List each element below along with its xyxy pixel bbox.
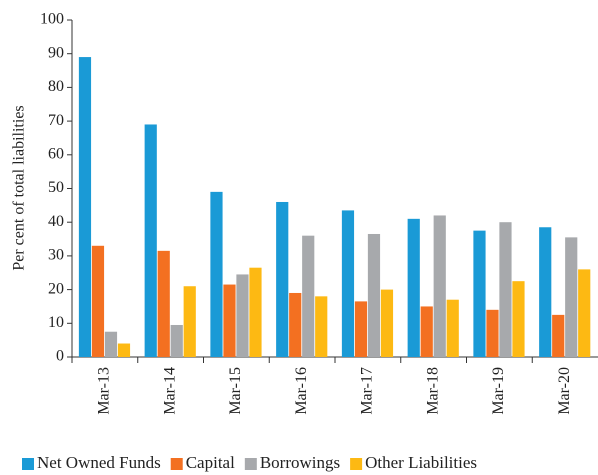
x-tick-label: Mar-13 <box>96 367 113 415</box>
bar <box>236 274 249 357</box>
x-tick-label: Mar-16 <box>293 367 310 415</box>
bar <box>223 284 236 357</box>
x-tick-label: Mar-18 <box>424 367 441 415</box>
bar <box>315 296 328 357</box>
y-tick-label: 10 <box>48 314 64 331</box>
bar <box>170 324 183 357</box>
x-tick-label: Mar-17 <box>359 367 376 415</box>
bar <box>433 215 446 357</box>
bar <box>367 233 381 357</box>
bar <box>144 124 157 357</box>
y-tick-label: 90 <box>48 44 64 61</box>
bar <box>302 235 315 357</box>
bar <box>183 286 196 357</box>
legend-label: Net Owned Funds <box>37 453 161 472</box>
legend-label: Capital <box>186 453 235 472</box>
y-tick-label: 50 <box>48 179 64 196</box>
bar <box>104 331 118 357</box>
x-tick-label: Mar-19 <box>490 367 507 415</box>
bar <box>117 343 131 357</box>
bar <box>486 309 499 357</box>
y-tick-label: 40 <box>48 213 64 230</box>
bar <box>91 245 105 357</box>
y-tick-label: 0 <box>56 348 64 365</box>
bar <box>249 267 262 357</box>
bar <box>578 269 591 357</box>
bar <box>539 227 552 357</box>
bar <box>499 222 512 357</box>
bar <box>210 191 223 357</box>
y-tick-label: 20 <box>48 280 64 297</box>
y-axis-label: Per cent of total liabilities <box>11 105 28 270</box>
legend-label: Borrowings <box>260 453 340 472</box>
legend-swatch <box>350 458 363 470</box>
bar <box>512 281 525 357</box>
bar <box>552 314 565 357</box>
y-tick-label: 60 <box>48 145 64 162</box>
bar <box>420 306 433 357</box>
bar <box>78 57 92 357</box>
bar <box>446 299 459 357</box>
bar <box>341 210 355 357</box>
bar <box>157 250 170 357</box>
bar <box>380 289 394 357</box>
legend-swatch <box>170 458 183 470</box>
bar <box>289 292 302 357</box>
y-tick-label: 70 <box>48 112 64 129</box>
legend-swatch <box>22 458 34 470</box>
bar <box>276 201 289 357</box>
x-tick-label: Mar-20 <box>556 367 573 415</box>
bar <box>565 237 578 357</box>
y-tick-label: 30 <box>48 247 64 264</box>
bar <box>354 301 368 357</box>
bar <box>407 218 420 357</box>
x-tick-label: Mar-15 <box>227 367 244 415</box>
x-tick-label: Mar-14 <box>161 367 178 415</box>
bar <box>473 230 486 357</box>
y-tick-label: 100 <box>40 11 64 28</box>
y-tick-label: 80 <box>48 78 64 95</box>
legend-label: Other Liabilities <box>365 453 477 472</box>
legend-swatch <box>244 458 257 470</box>
